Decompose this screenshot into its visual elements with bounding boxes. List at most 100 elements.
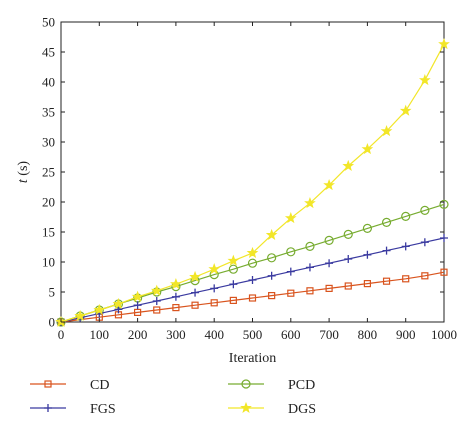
series-dgs-point [419,74,431,86]
series-cd-point [440,268,448,276]
series-pcd-point [247,258,258,268]
series-dgs-point [208,263,221,275]
series-dgs-point [438,38,450,50]
series-dgs-point [361,143,374,155]
legend-label-pcd: PCD [288,378,315,393]
y-tick-label: 50 [42,15,55,30]
x-tick-label: 600 [281,327,301,342]
series-dgs [55,38,450,327]
legend-label-cd: CD [90,378,109,393]
series-fgs-point [248,276,257,284]
series-cd-point [306,287,314,295]
series-fgs-point [382,246,391,255]
series-cd-point [229,296,237,304]
series-fgs-point [152,297,161,305]
x-tick-label: 800 [358,327,378,342]
x-tick-label: 0 [58,327,65,342]
x-tick-label: 500 [243,327,263,342]
y-tick-label: 30 [42,135,55,150]
y-tick-label: 45 [42,45,55,60]
legend-item-pcd: PCD [228,378,315,393]
series-dgs-point [246,246,259,258]
series-dgs-point [380,125,393,137]
series-pcd-point [286,247,296,257]
series-pcd-point [401,211,411,221]
series-cd-point [344,282,352,290]
series-cd-point [134,308,142,316]
series-dgs-point [342,159,355,171]
series-dgs-point [150,284,163,296]
series-cd-point [191,301,199,309]
series-cd [57,268,448,326]
y-tick-label: 35 [42,105,55,120]
series-fgs-point [210,284,219,293]
series-fgs-point [440,234,448,242]
series-fgs-point [133,301,142,310]
series-dgs-point [227,254,240,266]
series-cd-point [268,292,276,300]
y-axis-label: t (s) [16,161,31,184]
series-fgs-point [191,288,200,297]
series-cd-point [153,306,161,314]
x-tick-label: 900 [396,327,416,342]
y-tick-label: 25 [42,165,55,180]
x-tick-label: 200 [128,327,148,342]
y-tick-label: 10 [42,255,55,270]
legend-marker-dgs [240,401,252,413]
series-fgs-point [305,263,314,272]
x-axis-label: Iteration [229,351,276,366]
legend-marker-fgs [44,404,52,412]
legend-marker-cd [44,380,52,388]
series-dgs-point [170,278,182,290]
series-fgs-point [114,305,123,314]
y-tick-label: 20 [42,195,55,210]
series-pcd-point [343,229,353,239]
series-fgs-point [286,267,295,276]
legend-item-cd: CD [30,378,109,393]
x-tick-label: 400 [204,327,224,342]
series-dgs-point [74,309,86,321]
series-pcd-point [267,253,277,263]
series-dgs-point [189,270,201,282]
series-cd-line [60,271,445,323]
series-pcd-point [420,205,430,215]
legend-label-fgs: FGS [90,402,116,417]
x-tick-label: 300 [166,327,186,342]
legend-item-fgs: FGS [30,402,116,417]
series-dgs-point [284,212,297,224]
series-fgs-point [344,255,353,263]
series-cd-point [210,299,218,307]
series-fgs-point [363,250,372,259]
series-cd-point [402,275,410,283]
legend-label-dgs: DGS [288,402,316,417]
series-pcd-point [362,223,372,233]
series-dgs-point [131,290,144,302]
series-fgs-point [420,238,429,247]
x-tick-label: 1000 [431,327,457,342]
y-tick-label: 0 [49,315,56,330]
y-tick-label: 5 [49,285,56,300]
series-cd-point [421,272,429,280]
series-dgs-point [265,228,278,240]
y-tick-label: 15 [42,225,55,240]
series-dgs-point [323,179,335,191]
series-dgs-point [304,197,316,209]
series-fgs-point [401,242,410,251]
series-dgs-point [112,297,125,309]
series-cd-point [382,277,391,285]
series-cd-point [363,280,371,288]
series-pcd-point [305,241,315,251]
legend-marker-pcd [241,379,251,389]
x-tick-label: 700 [319,327,339,342]
series-cd-point [287,289,295,297]
legend-item-dgs: DGS [228,401,316,417]
series-dgs-point [93,303,106,315]
series-pcd-point [324,235,334,245]
series-fgs-point [325,259,334,268]
y-tick-label: 40 [42,75,55,90]
series-pcd-point [439,199,449,209]
series-cd-point [325,284,333,292]
series-fgs-point [229,280,238,289]
series-cd-point [172,304,180,312]
